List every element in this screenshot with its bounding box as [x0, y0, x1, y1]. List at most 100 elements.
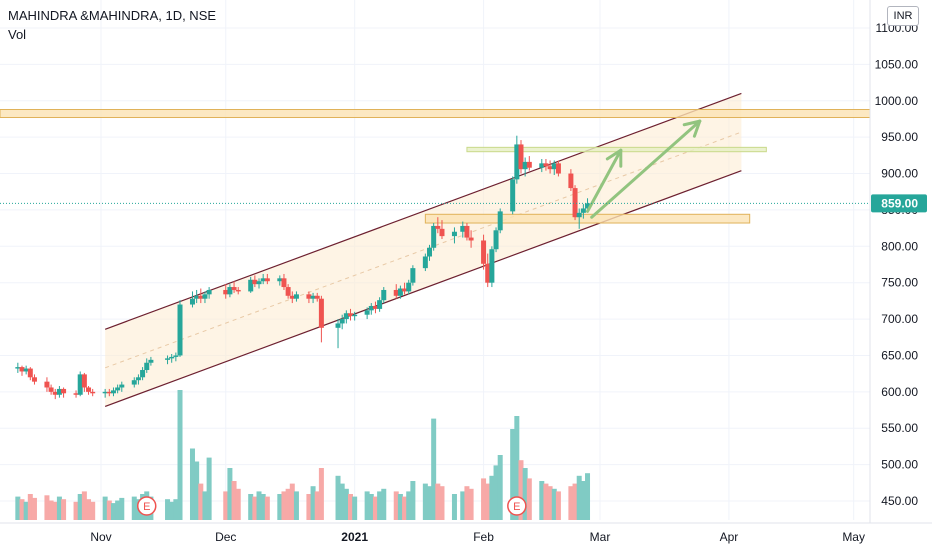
candle-body	[352, 314, 358, 317]
volume-bar	[377, 491, 383, 520]
volume-bar	[281, 491, 287, 520]
candle-body	[522, 161, 528, 170]
candle-body	[364, 310, 370, 315]
volume-bar	[460, 491, 466, 520]
volume-bar	[165, 499, 171, 520]
volume-bar	[48, 500, 54, 520]
volume-bar	[86, 499, 92, 520]
volume-bar	[481, 478, 487, 520]
volume-bar	[198, 483, 204, 520]
time-tick-label: Apr	[720, 530, 739, 544]
candle	[489, 246, 495, 288]
price-axis[interactable]: 1100.001050.001000.00950.00900.00850.008…	[869, 0, 932, 550]
candle-body	[61, 388, 67, 394]
volume-bar	[364, 491, 370, 520]
candle-body	[335, 323, 341, 328]
candle-body	[27, 368, 33, 378]
volume-bar	[522, 468, 528, 520]
candle	[468, 230, 474, 248]
candle	[44, 377, 50, 392]
volume-bar	[485, 483, 491, 520]
time-tick-label: 2021	[341, 530, 368, 544]
earnings-marker: E	[136, 496, 157, 516]
time-axis[interactable]: Nov Dec 2021 Feb Mar Apr May	[0, 522, 932, 550]
candle	[169, 354, 175, 363]
volume-bar	[310, 486, 316, 520]
candle-body	[431, 225, 437, 248]
arrow-head	[682, 119, 702, 127]
price-tick-label: 600.00	[881, 385, 918, 399]
candle-body	[585, 203, 591, 209]
candle	[372, 301, 378, 314]
candle	[514, 135, 520, 184]
volume-bar	[202, 491, 208, 520]
volume-bar	[77, 494, 83, 520]
candle	[277, 275, 283, 286]
candle	[547, 160, 553, 174]
candle-body	[310, 295, 316, 299]
candle-body	[144, 362, 150, 371]
candle-body	[135, 377, 141, 381]
candle	[256, 278, 262, 289]
candle-body	[131, 380, 137, 385]
candle-body	[460, 225, 466, 232]
volume-bar	[431, 418, 437, 520]
volume-bar	[235, 488, 241, 520]
time-tick-label: Mar	[590, 530, 611, 544]
candle	[526, 156, 532, 171]
volume-bar	[81, 491, 87, 520]
volume-bar	[585, 473, 591, 520]
candle-body	[81, 374, 87, 388]
candle-body	[31, 377, 37, 382]
volume-bar	[56, 496, 62, 520]
volume-bar	[335, 475, 341, 520]
candle	[206, 287, 212, 299]
target-arrow	[586, 148, 623, 213]
candle-body	[348, 313, 353, 317]
earnings-circle	[507, 496, 527, 516]
volume-bar	[31, 497, 37, 520]
target-arrow	[590, 119, 702, 219]
candle	[148, 356, 154, 366]
candle	[198, 288, 204, 304]
candle-body	[568, 173, 574, 189]
candle-body	[485, 263, 491, 283]
candle	[522, 157, 528, 177]
currency-button[interactable]: INR	[887, 6, 919, 26]
volume-bar	[497, 455, 503, 520]
candle-body	[56, 388, 62, 395]
candle-body	[481, 240, 487, 264]
candle	[252, 275, 258, 288]
candle	[422, 253, 428, 272]
price-axis-background	[870, 0, 932, 550]
time-tick-label: Nov	[90, 530, 111, 544]
volume-bar	[435, 483, 441, 520]
volume-bar	[572, 483, 578, 520]
candle	[235, 287, 241, 295]
candlesticks	[15, 135, 591, 400]
candle-body	[543, 163, 549, 167]
candle	[15, 362, 21, 373]
candle	[464, 223, 470, 241]
candle-body	[510, 179, 516, 212]
candle	[202, 291, 208, 304]
trend-channel	[104, 92, 742, 407]
volume-bar	[223, 491, 229, 520]
volume-label: Vol	[8, 27, 27, 42]
candle	[231, 281, 237, 293]
arrow-head	[692, 119, 702, 138]
candle-body	[19, 367, 25, 372]
candle-body	[106, 391, 112, 394]
candle-body	[539, 163, 545, 168]
volume-bar	[110, 503, 116, 520]
candle	[131, 377, 137, 388]
candle-body	[580, 208, 586, 213]
volume-bar	[52, 501, 58, 520]
candle-body	[177, 304, 183, 356]
volume-bar	[194, 461, 200, 520]
volume-bar	[306, 494, 312, 520]
candle	[493, 227, 499, 253]
candle-body	[202, 294, 208, 299]
candle	[335, 319, 341, 349]
